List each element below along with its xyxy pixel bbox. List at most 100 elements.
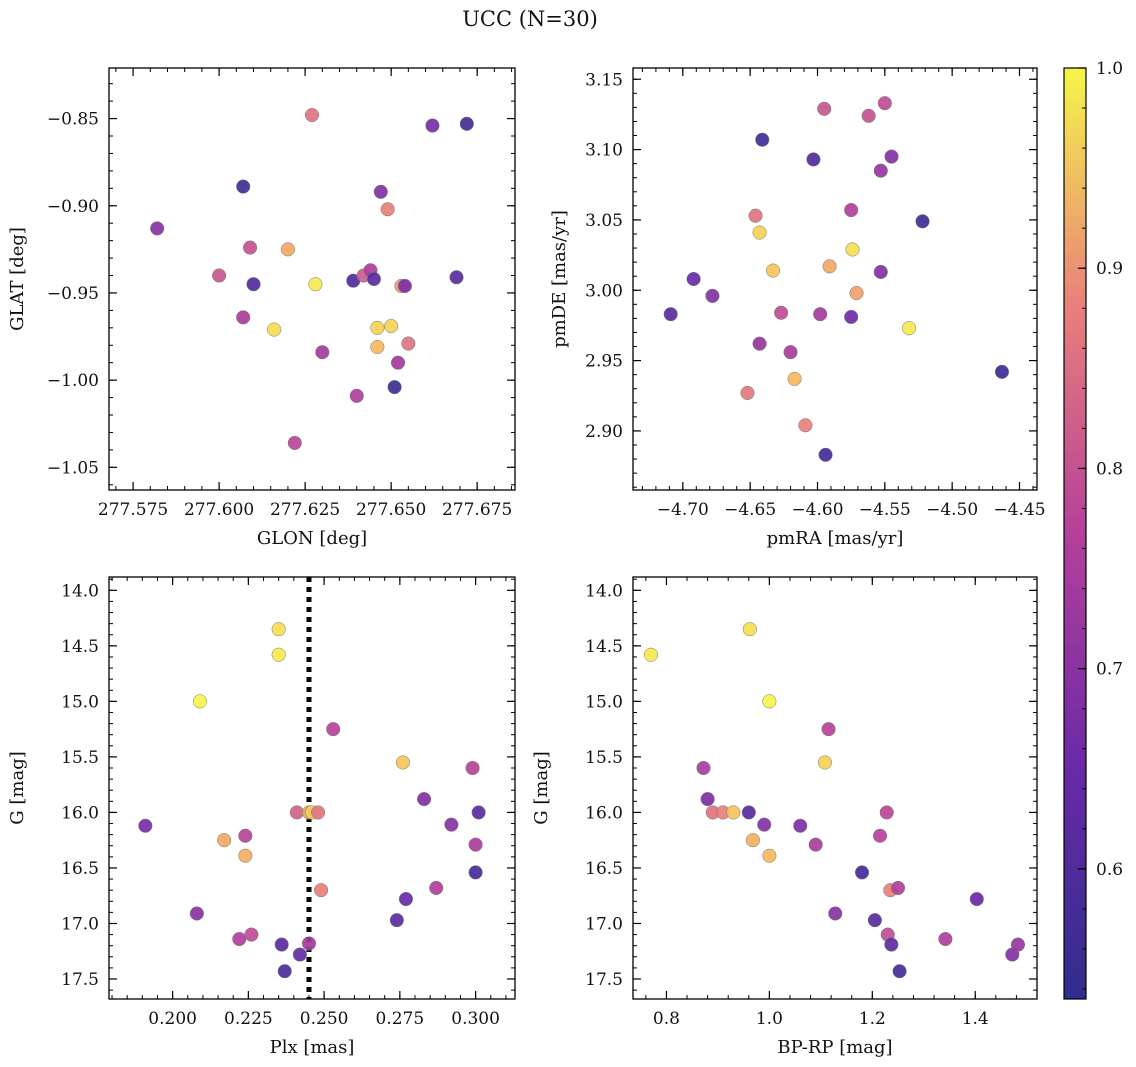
scatter-point (459, 116, 474, 131)
scatter-point (884, 149, 899, 164)
x-tick-label: −4.65 (724, 500, 776, 520)
scatter-point (879, 805, 894, 820)
scatter-point (806, 152, 821, 167)
y-tick-label: −0.95 (47, 284, 99, 304)
scatter-point (468, 837, 483, 852)
y-tick-label: 17.5 (585, 970, 623, 990)
scatter-point (817, 101, 832, 116)
scatter-point (238, 848, 253, 863)
scatter-point (752, 336, 767, 351)
colorbar-tick-label: 0.9 (1096, 259, 1123, 279)
scatter-point (236, 310, 251, 325)
plot-frame (632, 67, 1038, 491)
x-tick-label: −4.55 (859, 500, 911, 520)
scatter-point (873, 264, 888, 280)
scatter-point (373, 184, 388, 199)
scatter-point (793, 818, 808, 833)
scatter-point (366, 271, 381, 287)
x-tick-label: −4.70 (657, 500, 709, 520)
colorbar-tick-label: 0.6 (1096, 860, 1123, 880)
scatter-point (742, 622, 757, 637)
scatter-point (384, 319, 399, 334)
scatter-point (370, 339, 385, 355)
scatter-point (232, 931, 247, 947)
scatter-point (969, 892, 984, 907)
scatter-point (844, 309, 859, 325)
y-tick-label: 17.0 (585, 914, 623, 934)
x-tick-label: 1.4 (962, 1009, 989, 1029)
scatter-point (938, 931, 953, 947)
scatter-point (890, 880, 906, 895)
y-tick-label: 15.0 (61, 692, 99, 712)
scatter-point (915, 214, 930, 229)
y-tick-label: 16.5 (61, 859, 99, 879)
y-tick-label: 14.0 (61, 581, 99, 601)
plot-area (633, 577, 1037, 999)
scatter-point (370, 320, 385, 335)
scatter-point (246, 277, 261, 292)
scatter-point (287, 435, 302, 450)
x-tick-label: 0.8 (653, 1009, 680, 1029)
scatter-point (798, 418, 813, 433)
y-tick-label: 14.0 (585, 581, 623, 601)
scatter-point (244, 927, 259, 942)
scatter-point (762, 848, 777, 863)
colorbar-tick-label: 0.7 (1096, 660, 1123, 680)
scatter-point (877, 96, 892, 111)
plot-frame (632, 576, 1038, 1000)
scatter-point (821, 722, 836, 737)
y-tick-label: 3.00 (585, 281, 623, 301)
scatter-point (243, 240, 258, 255)
y-axis-label: G [mag] (531, 751, 552, 824)
scatter-point (818, 447, 833, 462)
y-tick-label: 3.10 (585, 141, 623, 161)
plx-g-panel: 0.200 0.225 0.250 0.275 0.300 14.0 14.5 15.0 15.… (7, 576, 516, 1058)
scatter-point (301, 936, 317, 951)
scatter-point (1010, 937, 1026, 952)
scatter-point (387, 380, 402, 395)
scatter-point (429, 880, 444, 895)
figure-title: UCC (N=30) (462, 7, 598, 31)
y-tick-label: 15.5 (585, 748, 623, 768)
scatter-point (401, 336, 416, 351)
scatter-point (326, 722, 341, 737)
scatter-point (686, 271, 701, 287)
scatter-point (726, 805, 741, 820)
scatter-point (828, 906, 843, 921)
x-tick-label: 1.0 (756, 1009, 783, 1029)
x-tick-label: 0.275 (376, 1009, 425, 1029)
y-tick-label: 16.0 (61, 803, 99, 823)
y-tick-label: 15.5 (61, 748, 99, 768)
scatter-point (994, 364, 1010, 379)
scatter-point (277, 964, 292, 979)
scatter-point (390, 355, 406, 370)
scatter-point (844, 203, 859, 218)
plot-area (109, 577, 515, 999)
bprp-g-panel: 0.8 1.0 1.2 1.4 14.0 14.5 15.0 15.5 16.0 16.5 17.0… (531, 576, 1038, 1058)
scatter-point (884, 937, 899, 952)
x-tick-label: 277.600 (184, 500, 254, 520)
scatter-point (425, 118, 440, 133)
scatter-point (304, 108, 320, 123)
x-tick-label: −4.60 (791, 500, 843, 520)
y-tick-label: 3.05 (585, 211, 623, 231)
x-tick-label: 0.250 (300, 1009, 349, 1029)
y-tick-label: 16.0 (585, 803, 623, 823)
scatter-point (873, 163, 888, 178)
x-axis-label: pmRA [mas/yr] (767, 528, 904, 549)
x-tick-label: 277.675 (442, 500, 512, 520)
x-tick-label: 0.300 (451, 1009, 500, 1029)
scatter-point (854, 865, 870, 880)
scatter-point (845, 242, 860, 257)
x-tick-label: 277.575 (98, 500, 168, 520)
scatter-point (468, 865, 483, 880)
scatter-point (741, 805, 756, 820)
x-tick-label: −4.45 (993, 500, 1045, 520)
scatter-point (787, 371, 802, 386)
scatter-point (757, 817, 772, 832)
scatter-point (314, 883, 329, 898)
scatter-point (271, 622, 286, 637)
scatter-point (236, 179, 251, 194)
y-tick-label: 14.5 (585, 637, 623, 657)
